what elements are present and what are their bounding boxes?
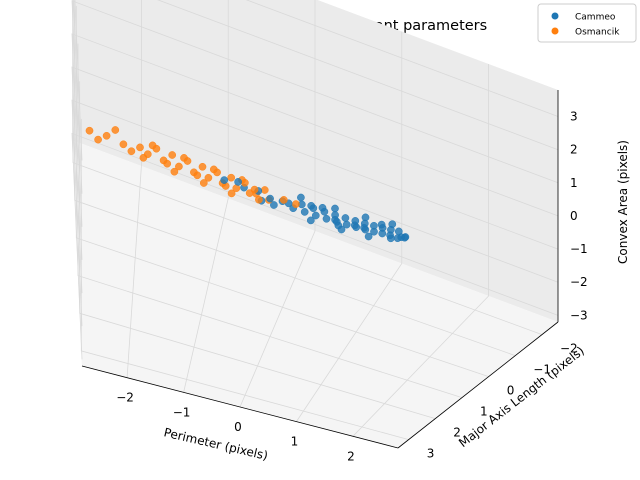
- legend-label-cammeo: Cammeo: [575, 13, 616, 23]
- point-osmancik: [136, 143, 144, 152]
- z-tick-label: 3: [570, 110, 578, 124]
- point-osmancik: [260, 186, 269, 194]
- grid-lines: [71, 0, 559, 440]
- legend: Cammeo Osmancik: [537, 3, 637, 43]
- y-tick-label: −1: [533, 363, 551, 377]
- point-cammeo: [306, 216, 315, 225]
- grid-line-z: [71, 33, 559, 260]
- point-cammeo: [220, 176, 229, 184]
- y-axis-line: [397, 321, 559, 449]
- point-osmancik: [227, 189, 236, 198]
- point-osmancik: [119, 140, 128, 149]
- legend-marker-cammeo: [551, 12, 559, 20]
- y-tick-label: 1: [480, 405, 488, 419]
- point-osmancik: [94, 135, 102, 144]
- point-osmancik: [198, 162, 207, 171]
- y-tick-label: −2: [560, 342, 578, 356]
- point-osmancik: [209, 165, 218, 174]
- z-tick-label: −1: [570, 242, 588, 256]
- grid-line-x: [296, 31, 403, 422]
- x-axis-label: Perimeter (pixels): [162, 425, 269, 463]
- point-cammeo: [297, 193, 305, 202]
- point-cammeo: [394, 227, 403, 236]
- grid-line-x: [352, 64, 490, 437]
- point-osmancik: [190, 168, 198, 177]
- point-osmancik: [170, 167, 179, 176]
- y-tick-label: 0: [507, 384, 515, 398]
- x-axis-line: [81, 365, 399, 449]
- point-osmancik: [175, 162, 183, 171]
- z-tick-label: −3: [570, 308, 588, 322]
- legend-frame: [537, 3, 637, 43]
- point-osmancik: [127, 147, 136, 156]
- z-tick-label: 0: [570, 209, 578, 223]
- z-axis-label: Convex Area (pixels): [616, 140, 630, 264]
- point-osmancik: [143, 150, 152, 159]
- point-cammeo: [377, 220, 386, 229]
- point-osmancik: [85, 126, 94, 135]
- axis-lines: [81, 90, 559, 449]
- point-cammeo: [318, 203, 327, 212]
- point-cammeo: [351, 217, 360, 225]
- y-tick-label: 2: [453, 426, 461, 440]
- x-tick-label: 0: [234, 420, 242, 434]
- grid-line-z: [71, 99, 559, 327]
- point-cammeo: [307, 201, 316, 210]
- point-cammeo: [234, 178, 242, 186]
- point-cammeo: [331, 204, 339, 213]
- point-cammeo: [342, 220, 351, 229]
- point-osmancik: [199, 179, 208, 187]
- point-osmancik: [250, 185, 259, 194]
- x-tick-label: 1: [291, 435, 299, 449]
- point-cammeo: [393, 234, 402, 243]
- point-cammeo: [364, 232, 373, 241]
- grid-line-z: [71, 0, 559, 227]
- x-tick-label: −2: [116, 391, 134, 405]
- point-cammeo: [361, 213, 370, 222]
- point-osmancik: [180, 154, 188, 162]
- point-cammeo: [322, 214, 331, 223]
- x-tick-label: −1: [173, 405, 191, 419]
- point-osmancik: [279, 196, 288, 204]
- point-cammeo: [370, 221, 378, 230]
- point-osmancik: [102, 131, 111, 140]
- z-tick-label: −2: [570, 275, 588, 289]
- point-osmancik: [204, 173, 213, 182]
- point-cammeo: [266, 194, 274, 203]
- x-tick-label: 2: [347, 449, 355, 463]
- grid-line-z: [73, 0, 559, 194]
- grid-line-x: [183, 0, 229, 393]
- z-tick-label: 2: [570, 143, 578, 157]
- grid-line-z: [74, 0, 559, 161]
- z-tick-label: 1: [570, 176, 578, 190]
- legend-label-osmancik: Osmancik: [575, 28, 620, 38]
- point-cammeo: [341, 214, 350, 222]
- point-osmancik: [168, 151, 177, 159]
- point-cammeo: [388, 220, 397, 229]
- grid-line-x: [239, 0, 316, 408]
- point-osmancik: [148, 141, 157, 150]
- floor-pane: [72, 140, 558, 448]
- tick-labels: −2 −1 0 1 2 −2 −1 0 1 2 3 −3 −2 −1 0 1 2 3: [116, 110, 587, 464]
- point-cammeo: [270, 201, 278, 209]
- point-cammeo: [311, 211, 320, 220]
- grid-line-z: [71, 66, 559, 294]
- point-osmancik: [227, 173, 236, 182]
- point-cammeo: [331, 211, 339, 219]
- y-tick-label: 3: [427, 447, 435, 461]
- grid-line-z: [71, 132, 559, 360]
- point-osmancik: [111, 126, 120, 134]
- point-osmancik: [159, 156, 168, 165]
- data-points: [85, 126, 410, 243]
- legend-marker-osmancik: [551, 27, 559, 35]
- grid-line-x: [126, 0, 142, 378]
- point-cammeo: [300, 208, 309, 216]
- point-osmancik: [292, 200, 300, 208]
